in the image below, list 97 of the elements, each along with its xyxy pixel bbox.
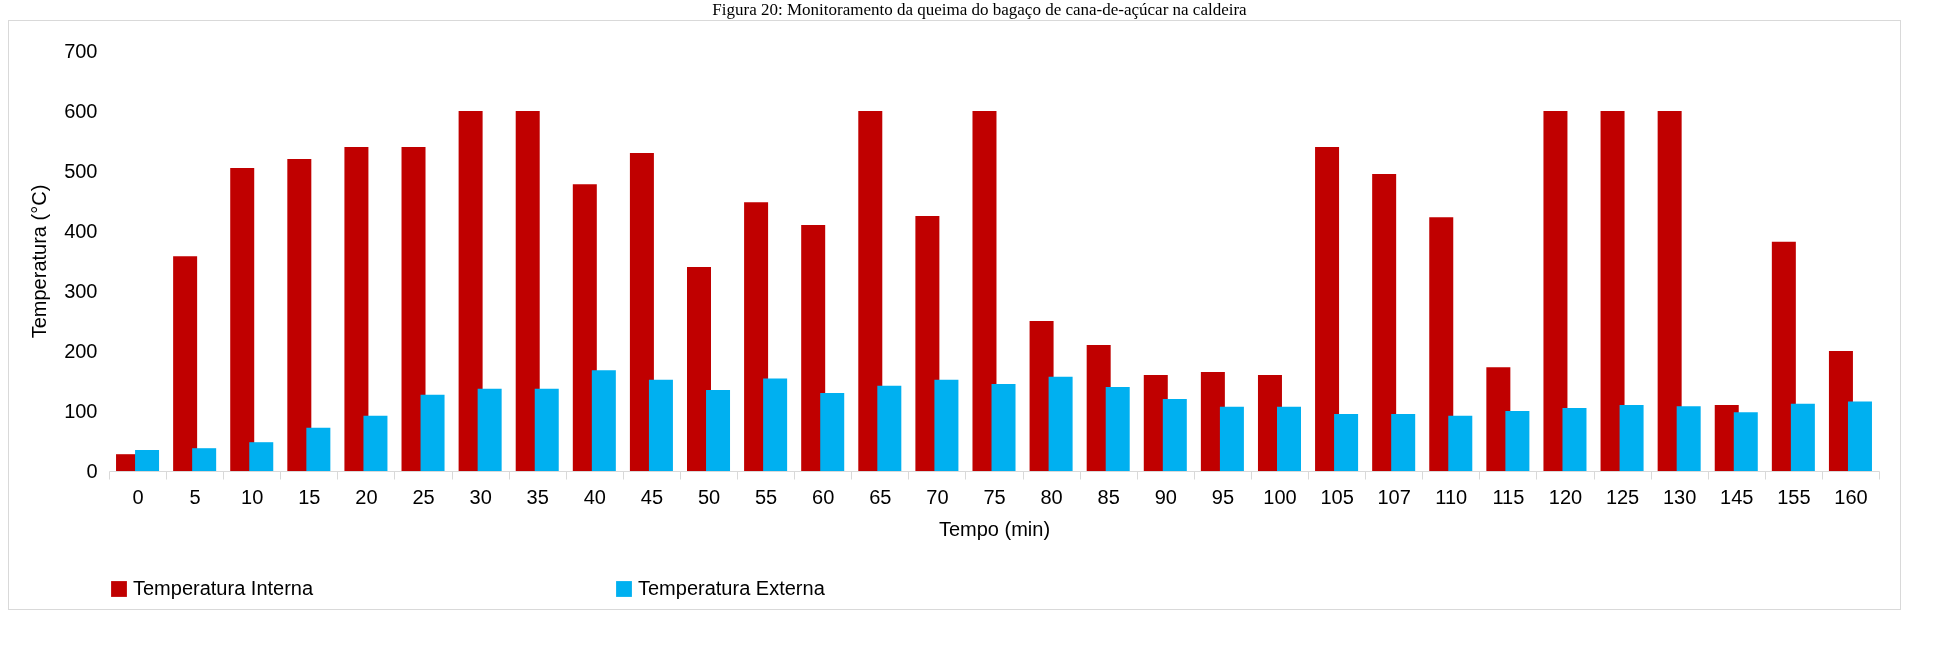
bar [1315,147,1340,471]
bar [135,450,160,471]
bar [1600,111,1625,471]
x-tick-label: 15 [298,485,321,508]
bar [1676,406,1701,471]
x-tick-label: 145 [1720,485,1754,508]
x-tick-label: 105 [1320,485,1354,508]
bar [344,147,369,471]
bar [173,256,198,471]
chart-title: Figura 20: Monitoramento da queima do bagaço de cana-de-açúcar na caldeira [711,0,1248,20]
bar [915,216,940,471]
y-tick-label: 700 [64,39,98,62]
legend-label: Temperatura Interna [133,577,314,599]
x-tick-label: 130 [1662,485,1697,508]
bar [249,442,274,471]
bar [934,379,959,471]
x-tick-label: 40 [583,485,606,508]
x-tick-label: 75 [983,485,1006,508]
bar [1048,376,1073,471]
x-tick-label: 120 [1548,485,1583,508]
bar [1391,414,1416,471]
x-tick-label: 60 [812,485,835,508]
x-tick-label: 115 [1492,485,1525,508]
bar [1505,411,1530,471]
bar [858,111,883,471]
legend-label: Temperatura Externa [638,577,826,599]
bar [744,202,769,471]
bar [629,153,654,471]
bar [1219,406,1244,471]
bar [1448,415,1473,471]
bar [1543,111,1568,471]
y-tick-label: 400 [64,219,98,242]
bar [515,111,540,471]
bar [534,388,559,471]
bar [1733,412,1758,471]
bar [706,390,731,471]
bar [1105,387,1130,471]
x-tick-label: 25 [412,485,435,508]
x-tick-label: 5 [189,485,201,508]
bar [1334,414,1359,471]
bar [972,111,997,471]
bar [1790,403,1815,471]
x-tick-label: 10 [241,485,264,508]
bar [1619,405,1644,471]
x-tick-label: 90 [1154,485,1177,508]
bar [192,448,217,471]
x-tick-label: 160 [1834,485,1868,508]
y-tick-label: 100 [64,399,98,422]
bar [477,388,502,471]
bar [1562,408,1587,471]
x-tick-label: 20 [355,485,378,508]
bar [420,394,445,471]
y-tick-label: 300 [64,279,98,302]
bar [1162,399,1187,471]
x-tick-label: 70 [926,485,949,508]
x-tick-label: 35 [526,485,549,508]
bar [306,427,331,471]
y-tick-label: 500 [64,159,98,182]
bar [687,267,711,471]
bar [763,378,788,471]
bar [458,111,483,471]
bar [877,385,902,471]
bar [363,415,388,471]
bar [401,147,426,471]
bar [648,379,673,471]
x-axis-title: Tempo (min) [938,517,1051,540]
y-tick-label: 0 [86,459,98,482]
x-tick-label: 80 [1040,485,1063,508]
x-tick-label: 65 [869,485,892,508]
x-tick-label: 100 [1263,485,1297,508]
y-tick-label: 200 [64,339,98,362]
bar [1372,174,1397,471]
bar [287,159,312,471]
y-axis-title: Temperatura (°C) [28,184,51,339]
bar [1771,241,1796,471]
x-tick-label: 107 [1377,485,1411,508]
bar [230,168,255,471]
x-tick-label: 95 [1211,485,1235,508]
x-tick-label: 30 [469,485,492,508]
bar [1657,111,1682,471]
y-tick-label: 600 [64,99,98,122]
x-tick-label: 125 [1605,485,1640,508]
bar [820,393,845,471]
bar [801,225,826,471]
bar [991,384,1016,471]
bar [1429,217,1454,471]
x-tick-label: 0 [132,485,144,508]
x-tick-label: 110 [1435,485,1468,508]
x-tick-label: 85 [1097,485,1120,508]
bar [591,370,616,471]
x-tick-label: 155 [1777,485,1811,508]
x-tick-label: 45 [640,485,664,508]
bar [1277,406,1301,471]
bar [572,184,597,471]
bar [1847,401,1872,471]
x-tick-label: 50 [697,485,721,508]
x-tick-label: 55 [754,485,778,508]
